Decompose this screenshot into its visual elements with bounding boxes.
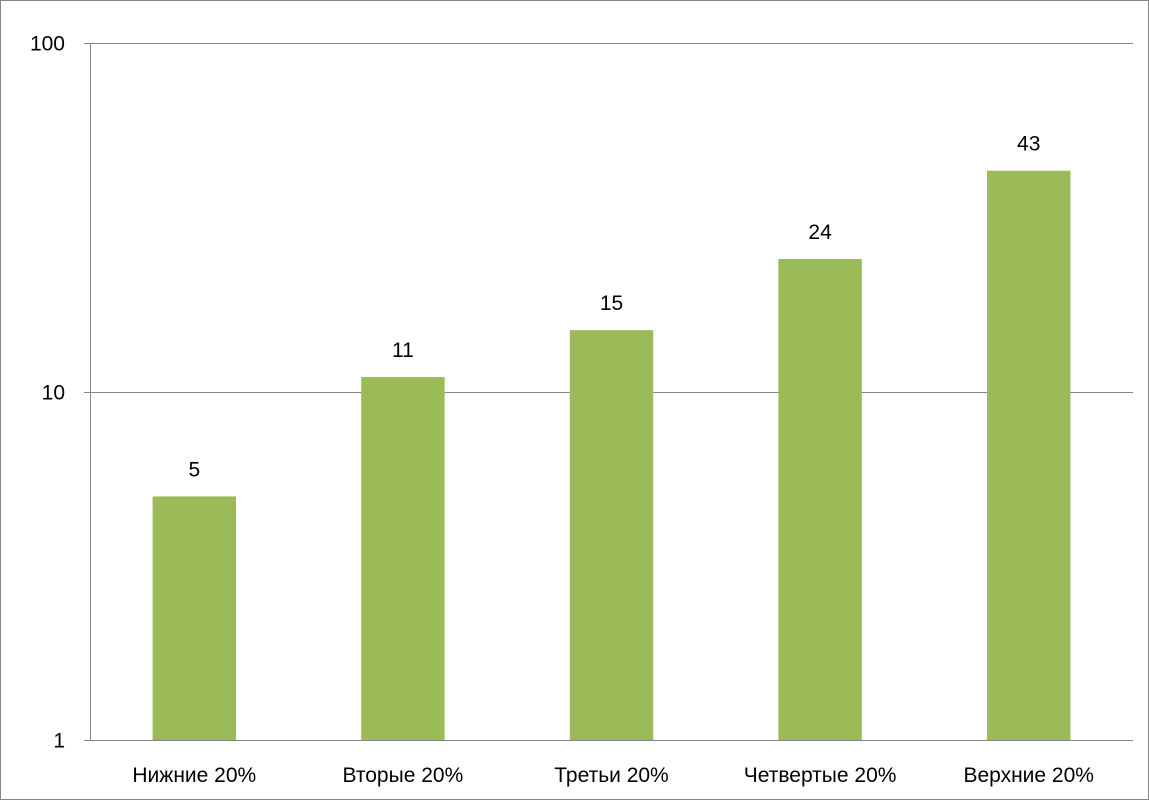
bars — [152, 170, 1071, 741]
bar-2 — [361, 377, 445, 740]
y-tick-label: 10 — [42, 382, 65, 405]
data-label-2: 11 — [392, 339, 414, 362]
x-tick-labels: Нижние 20% Вторые 20% Третьи 20% Четвертые … — [132, 764, 1094, 787]
x-tick-label: Четвертые 20% — [744, 764, 897, 787]
y-tick-label: 1 — [53, 730, 65, 753]
data-label-5: 43 — [1017, 133, 1040, 156]
y-tick-labels: 1 10 100 — [30, 33, 65, 753]
x-tick-label: Третьи 20% — [554, 764, 668, 787]
bar-4 — [778, 258, 862, 740]
x-tick-label: Вторые 20% — [343, 764, 464, 787]
bar-1 — [152, 496, 237, 740]
axes — [84, 43, 1133, 741]
y-tick-label: 100 — [30, 33, 65, 56]
data-label-3: 15 — [600, 292, 623, 315]
x-tick-label: Нижние 20% — [132, 764, 256, 787]
x-tick-label: Верхние 20% — [963, 764, 1094, 787]
bar-3 — [569, 330, 654, 740]
data-labels: 5 11 15 24 43 — [188, 133, 1040, 482]
data-label-4: 24 — [808, 221, 832, 244]
bar-5 — [986, 170, 1071, 741]
data-label-1: 5 — [188, 458, 200, 481]
